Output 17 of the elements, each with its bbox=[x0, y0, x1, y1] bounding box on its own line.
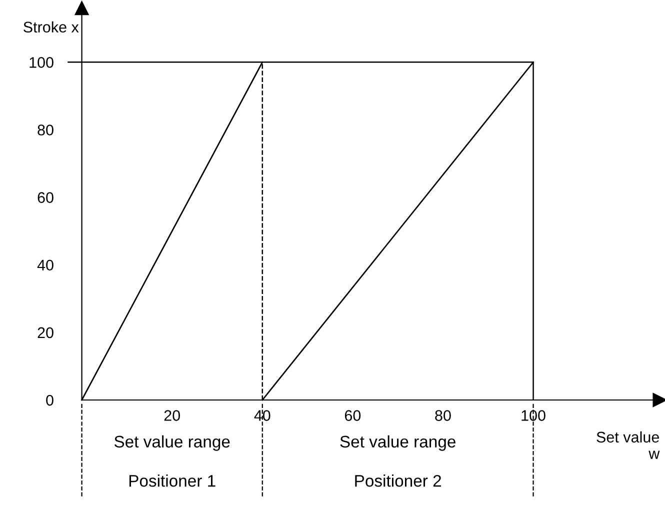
y-tick-label: 40 bbox=[37, 260, 54, 271]
text: Set value range bbox=[340, 435, 456, 451]
y-axis-title: Stroke x bbox=[24, 21, 79, 33]
y-tick-label: 20 bbox=[38, 327, 54, 338]
text: Set value range bbox=[114, 435, 230, 451]
x-tick-label: 80 bbox=[435, 410, 451, 421]
y-tick-label: 100 bbox=[30, 57, 54, 68]
x-tick-label: 60 bbox=[344, 410, 361, 421]
text: Positioner 1 bbox=[129, 474, 216, 487]
x-axis-title: Set value w bbox=[596, 431, 660, 459]
y-tick-label: 80 bbox=[38, 124, 54, 136]
y-tick-label: 60 bbox=[38, 192, 54, 203]
x-tick-label: 40 bbox=[254, 410, 270, 421]
y-tick-label: 0 bbox=[46, 394, 54, 406]
x-tick-label: 20 bbox=[164, 410, 180, 421]
text: Positioner 2 bbox=[355, 474, 441, 487]
x-tick-label: 100 bbox=[522, 410, 546, 421]
